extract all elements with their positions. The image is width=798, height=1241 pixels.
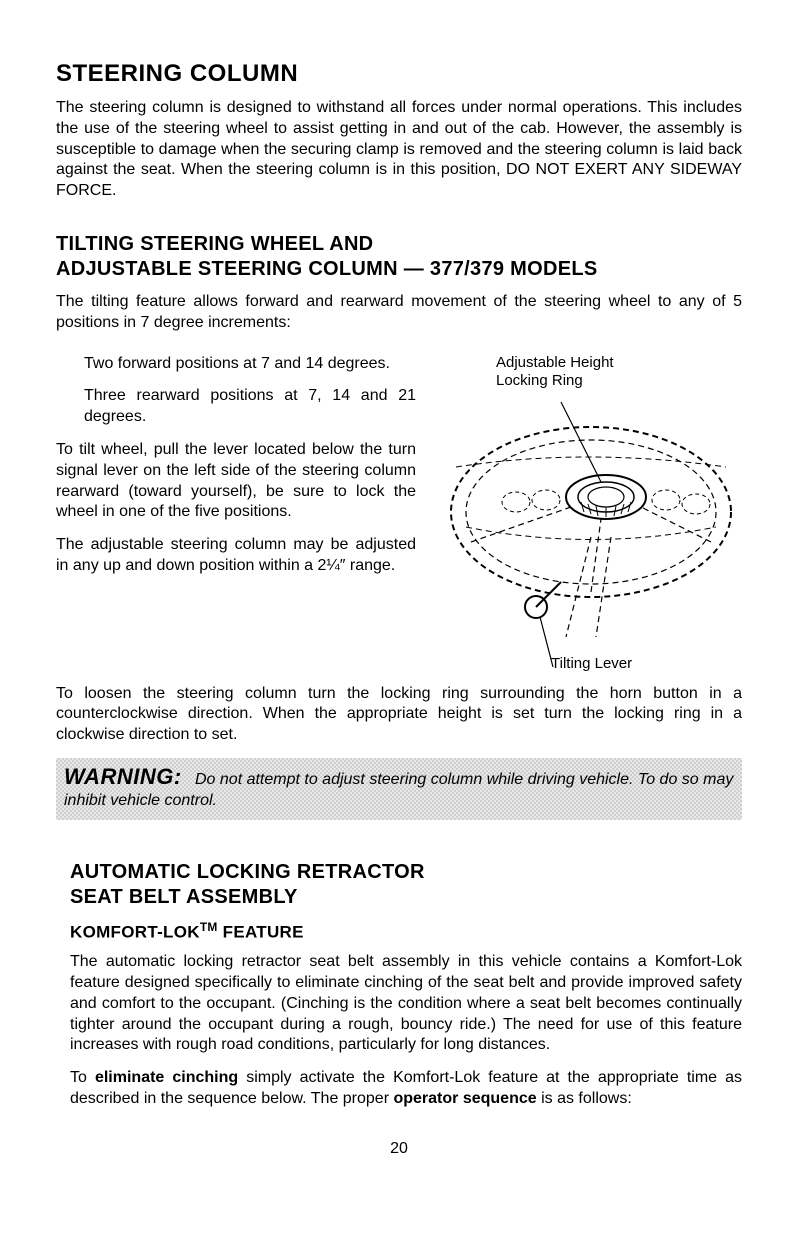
subtitle-text: FEATURE <box>218 922 304 941</box>
text: To <box>70 1069 95 1086</box>
heading-line: ADJUSTABLE STEERING COLUMN — 377/379 MOD… <box>56 258 598 280</box>
diagram-label-tilting-lever: Tilting Lever <box>551 655 632 672</box>
warning-label: WARNING: <box>64 764 182 789</box>
diagram-column: Adjustable Height Locking Ring <box>436 354 742 672</box>
bold-text: eliminate cinching <box>95 1069 238 1086</box>
page-number: 20 <box>56 1140 742 1158</box>
bullet-paragraph: Three rearward positions at 7, 14 and 21… <box>84 386 416 428</box>
heading-line: AUTOMATIC LOCKING RETRACTOR <box>70 861 425 883</box>
subtitle-text: KOMFORT-LOK <box>70 922 200 941</box>
label-text: Adjustable Height <box>496 354 614 371</box>
warning-box: WARNING: Do not attempt to adjust steeri… <box>56 758 742 820</box>
paragraph: The steering column is designed to withs… <box>56 98 742 202</box>
paragraph: The tilting feature allows forward and r… <box>56 292 742 334</box>
subheading-komfort-lok: KOMFORT-LOKTM FEATURE <box>70 920 742 943</box>
trademark-symbol: TM <box>200 920 218 934</box>
heading-line: SEAT BELT ASSEMBLY <box>70 886 298 908</box>
document-page: STEERING COLUMN The steering column is d… <box>0 0 798 1198</box>
steering-wheel-diagram <box>436 392 736 672</box>
heading-tilting-wheel: TILTING STEERING WHEEL AND ADJUSTABLE ST… <box>56 232 742 282</box>
label-text: Locking Ring <box>496 372 583 389</box>
paragraph: To eliminate cinching simply activate th… <box>70 1068 742 1110</box>
heading-seat-belt: AUTOMATIC LOCKING RETRACTOR SEAT BELT AS… <box>70 860 742 910</box>
two-column-region: Two forward positions at 7 and 14 degree… <box>56 354 742 672</box>
paragraph: To loosen the steering column turn the l… <box>56 684 742 746</box>
bold-text: operator sequence <box>393 1090 536 1107</box>
bullet-paragraph: Two forward positions at 7 and 14 degree… <box>84 354 416 375</box>
heading-line: TILTING STEERING WHEEL AND <box>56 233 373 255</box>
paragraph: The automatic locking retractor seat bel… <box>70 952 742 1056</box>
paragraph: The adjustable steering column may be ad… <box>56 535 416 577</box>
text: is as follows: <box>537 1090 632 1107</box>
diagram-label-locking-ring: Adjustable Height Locking Ring <box>496 354 614 390</box>
paragraph: To tilt wheel, pull the lever located be… <box>56 440 416 523</box>
heading-steering-column: STEERING COLUMN <box>56 60 742 88</box>
left-text-column: Two forward positions at 7 and 14 degree… <box>56 354 416 672</box>
